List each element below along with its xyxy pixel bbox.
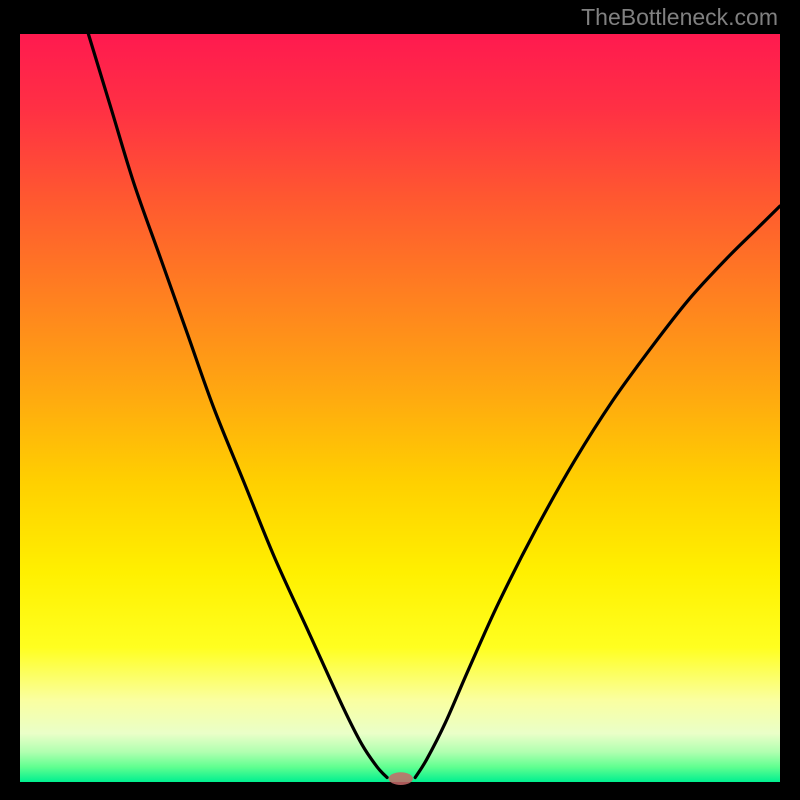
watermark-text: TheBottleneck.com xyxy=(581,4,778,31)
optimal-point-marker xyxy=(389,772,413,785)
chart-svg xyxy=(20,34,780,782)
plot-area xyxy=(20,34,780,782)
gradient-background xyxy=(20,34,780,782)
chart-frame xyxy=(0,0,800,800)
